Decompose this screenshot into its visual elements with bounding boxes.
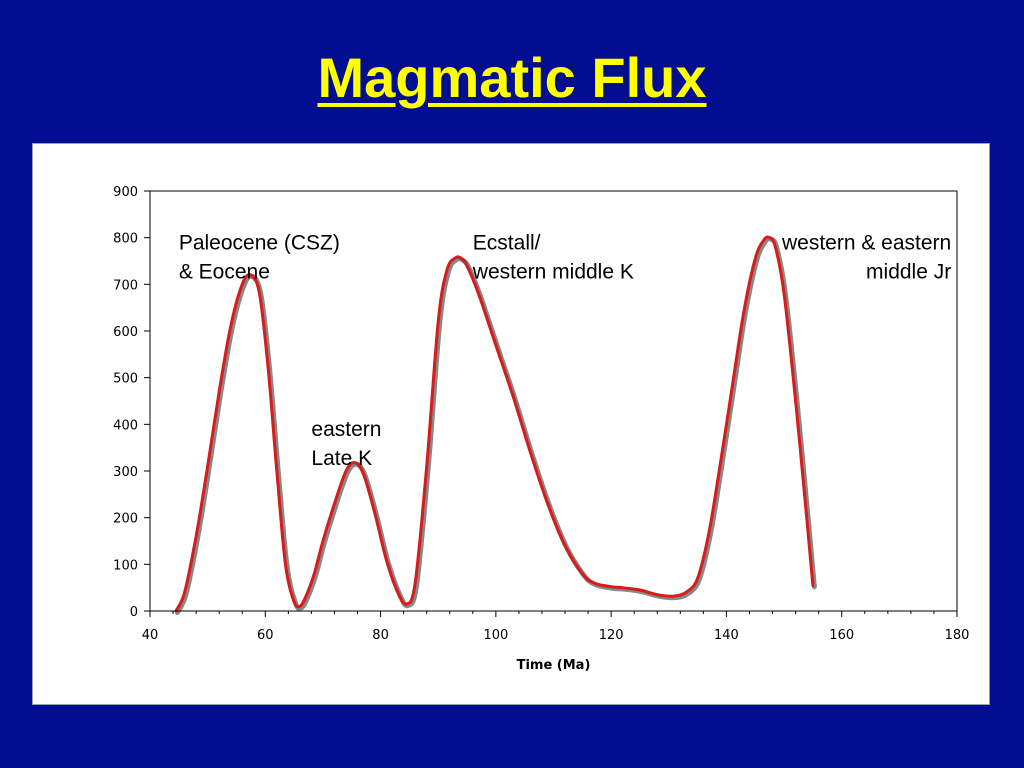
annotation-label: eastern bbox=[311, 418, 381, 441]
x-tick-label: 180 bbox=[945, 628, 970, 643]
y-tick-label: 400 bbox=[113, 418, 138, 433]
x-tick-label: 120 bbox=[599, 628, 624, 643]
y-tick-label: 300 bbox=[113, 465, 138, 480]
annotation-label: Paleocene (CSZ) bbox=[179, 231, 340, 254]
x-axis-title: Time (Ma) bbox=[517, 658, 591, 673]
magmatic-flux-chart: 0 100 200 300 400 500 600 700 800 900 40 60 80 100 120… bbox=[113, 185, 969, 673]
y-tick-label: 700 bbox=[113, 278, 138, 293]
y-tick-label: 800 bbox=[113, 232, 138, 247]
annotations: Paleocene (CSZ) & Eocene eastern Late K Ecst… bbox=[179, 231, 951, 470]
annotation-label: Late K bbox=[311, 447, 372, 470]
annotation-label: western middle K bbox=[472, 260, 634, 283]
annotation-label: & Eocene bbox=[179, 260, 270, 283]
x-tick-label: 160 bbox=[829, 628, 854, 643]
plot-area-frame bbox=[149, 190, 958, 612]
x-tick-label: 100 bbox=[483, 628, 508, 643]
annotation-label: middle Jr bbox=[866, 260, 951, 283]
y-tick-label: 600 bbox=[113, 325, 138, 340]
y-tick-label: 500 bbox=[113, 372, 138, 387]
series-line bbox=[174, 235, 815, 613]
tick-labels: 0 100 200 300 400 500 600 700 800 900 40 60 80 100 120… bbox=[113, 185, 969, 643]
y-tick-label: 0 bbox=[130, 605, 138, 620]
axes bbox=[144, 190, 958, 617]
x-tick-label: 60 bbox=[257, 628, 274, 643]
series-lines bbox=[174, 235, 815, 613]
x-tick-label: 140 bbox=[714, 628, 739, 643]
y-tick-label: 200 bbox=[113, 512, 138, 527]
x-tick-label: 40 bbox=[142, 628, 159, 643]
annotation-label: Ecstall/ bbox=[473, 231, 541, 254]
annotation-label: western & eastern bbox=[781, 231, 951, 254]
slide-title: Magmatic Flux bbox=[317, 46, 707, 109]
y-tick-label: 900 bbox=[113, 185, 138, 200]
y-tick-label: 100 bbox=[113, 558, 138, 573]
chart-panel: 0 100 200 300 400 500 600 700 800 900 40 60 80 100 120… bbox=[32, 143, 990, 705]
x-tick-label: 80 bbox=[372, 628, 389, 643]
